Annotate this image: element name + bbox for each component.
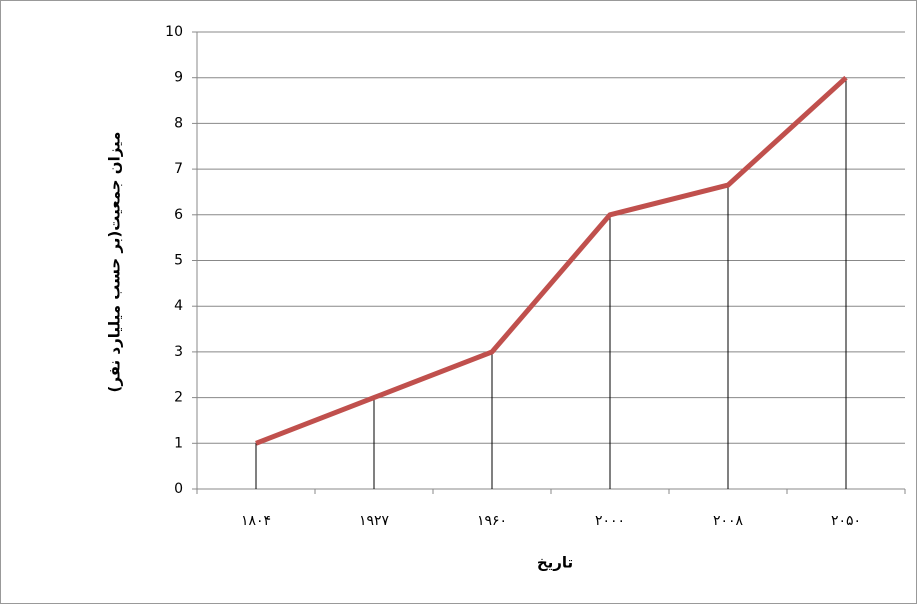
x-tick-label: ۲۰۰۰ <box>595 513 625 529</box>
y-tick-label: 10 <box>165 24 183 40</box>
x-tick-label: ۱۸۰۴ <box>241 513 271 529</box>
x-tick-label: ۲۰۵۰ <box>831 513 861 529</box>
y-tick-label: 1 <box>174 435 183 451</box>
x-tick-label: ۲۰۰۸ <box>713 513 744 529</box>
y-tick-label: 6 <box>174 207 183 223</box>
y-tick-label: 4 <box>174 298 183 314</box>
y-tick-label: 9 <box>174 70 183 86</box>
y-tick-label: 8 <box>174 115 183 131</box>
y-tick-label: 7 <box>174 161 183 177</box>
chart: تاریخ میزان جمعیت(بر حسب میلیارد نفر) 0 1… <box>0 0 917 604</box>
x-tick-label: ۱۹۲۷ <box>359 513 390 529</box>
y-tick-label: 2 <box>174 390 183 406</box>
x-axis-label: تاریخ <box>537 554 573 572</box>
y-tick-label: 5 <box>174 253 183 269</box>
x-tick-label: ۱۹۶۰ <box>477 513 507 529</box>
y-axis-label: میزان جمعیت(بر حسب میلیارد نفر) <box>106 132 124 393</box>
chart-border <box>1 1 917 604</box>
y-tick-label: 3 <box>174 344 183 360</box>
y-tick-label: 0 <box>174 481 183 497</box>
